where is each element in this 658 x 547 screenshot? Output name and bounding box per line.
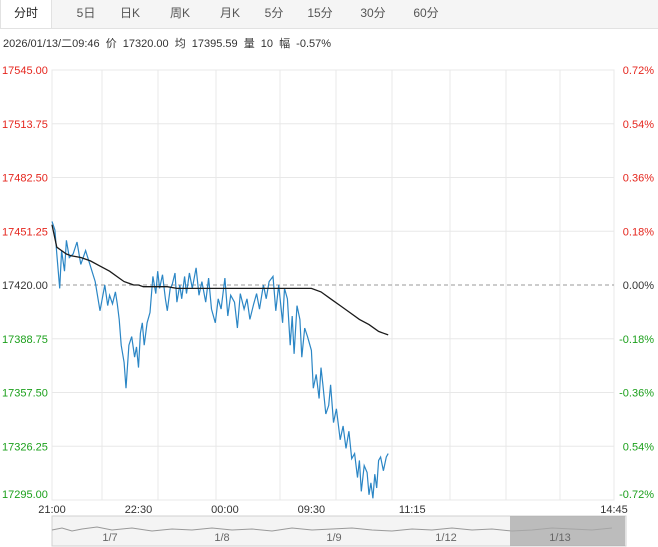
y-right-tick-4: 0.00% bbox=[623, 280, 654, 292]
tab-8[interactable]: 60分 bbox=[413, 6, 439, 20]
x-tick-1: 22:30 bbox=[125, 504, 153, 516]
tab-4[interactable]: 月K bbox=[219, 6, 240, 20]
tab-2[interactable]: 日K bbox=[119, 6, 140, 20]
tab-5[interactable]: 5分 bbox=[264, 6, 284, 20]
y-right-tick-0: 0.72% bbox=[623, 65, 654, 77]
quote-info-bar: 2026/01/13/二09:46 价 17320.00 均 17395.59 … bbox=[3, 35, 334, 51]
info-price-label: 价 bbox=[105, 38, 117, 50]
navigator-date-3: 1/12 bbox=[435, 532, 456, 544]
y-left-tick-0: 17545.00 bbox=[2, 65, 48, 77]
info-change: -0.57% bbox=[296, 38, 332, 50]
y-left-tick-8: 17295.00 bbox=[2, 489, 48, 501]
tab-7[interactable]: 30分 bbox=[360, 6, 386, 20]
info-volume-label: 量 bbox=[243, 38, 255, 50]
y-left-tick-1: 17513.75 bbox=[2, 119, 48, 131]
y-left-tick-7: 17326.25 bbox=[2, 441, 48, 453]
x-tick-2: 00:00 bbox=[211, 504, 239, 516]
navigator-window[interactable] bbox=[510, 516, 625, 546]
series-line-0 bbox=[51, 221, 389, 499]
x-tick-0: 21:00 bbox=[38, 504, 66, 516]
y-right-tick-8: -0.72% bbox=[619, 489, 654, 501]
chart-period-tabs: 分时 5日 日K 周K 月K 5分 15分 30分 60分 bbox=[0, 0, 658, 29]
navigator-date-0: 1/7 bbox=[102, 532, 117, 544]
x-tick-5: 14:45 bbox=[600, 504, 628, 516]
y-left-tick-3: 17451.25 bbox=[2, 226, 48, 238]
tab-1[interactable]: 5日 bbox=[76, 6, 96, 20]
tab-3[interactable]: 周K bbox=[169, 6, 190, 20]
tab-0[interactable]: 分时 bbox=[0, 0, 52, 28]
tab-6[interactable]: 15分 bbox=[307, 6, 333, 20]
navigator-date-2: 1/9 bbox=[326, 532, 341, 544]
y-left-tick-4: 17420.00 bbox=[2, 280, 48, 292]
navigator-date-4: 1/13 bbox=[549, 532, 570, 544]
y-left-tick-6: 17357.50 bbox=[2, 388, 48, 400]
y-right-tick-5: -0.18% bbox=[619, 334, 654, 346]
info-price: 17320.00 bbox=[122, 38, 169, 50]
y-right-tick-7: 0.54% bbox=[623, 441, 654, 453]
info-change-label: 幅 bbox=[279, 38, 291, 50]
y-right-tick-2: 0.36% bbox=[623, 173, 654, 185]
info-datetime: 2026/01/13/二09:46 bbox=[3, 38, 100, 50]
x-tick-3: 09:30 bbox=[298, 504, 326, 516]
info-avg-label: 均 bbox=[174, 38, 186, 50]
info-volume: 10 bbox=[260, 38, 274, 50]
intraday-chart[interactable]: 17545.00 0.72% 17513.75 0.54% 17482.50 0.36% 1… bbox=[0, 56, 658, 547]
y-left-tick-5: 17388.75 bbox=[2, 334, 48, 346]
x-tick-4: 11:15 bbox=[399, 504, 426, 516]
y-left-tick-2: 17482.50 bbox=[2, 173, 48, 185]
navigator-date-1: 1/8 bbox=[214, 532, 229, 544]
y-right-tick-1: 0.54% bbox=[623, 119, 654, 131]
series-line-1 bbox=[51, 224, 389, 336]
y-right-tick-3: 0.18% bbox=[623, 226, 654, 238]
y-right-tick-6: -0.36% bbox=[619, 388, 654, 400]
info-avg: 17395.59 bbox=[191, 38, 238, 50]
